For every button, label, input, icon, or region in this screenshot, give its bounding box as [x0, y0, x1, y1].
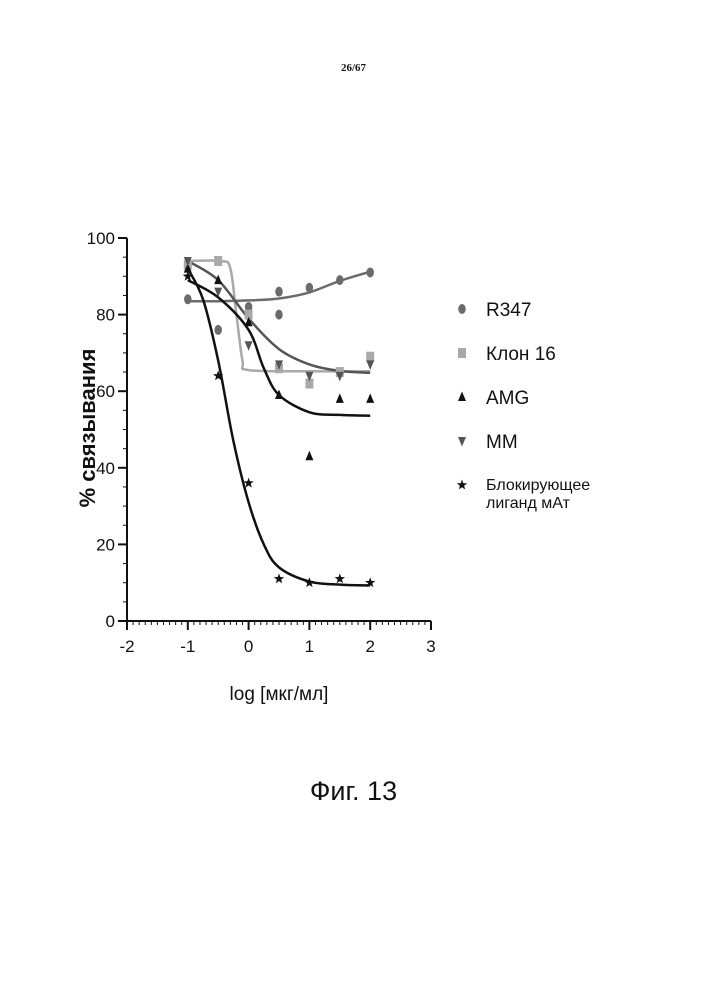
data-point-triangle-up [305, 451, 313, 461]
data-point-triangle-up [366, 393, 374, 403]
legend-label: AMG [486, 388, 529, 409]
x-tick-label: 1 [305, 637, 314, 656]
legend-marker-star [457, 480, 467, 490]
legend-marker-triangle-down [458, 437, 466, 447]
fit-curves [188, 260, 370, 585]
legend-label: Клон 16 [486, 344, 556, 365]
data-point-circle [214, 325, 222, 335]
x-tick-label: 2 [365, 637, 374, 656]
data-point-circle [275, 287, 283, 297]
legend: R347 Клон 16 AMG MM Блокирующеелиганд мАт [457, 300, 590, 512]
x-tick-label: -2 [119, 637, 134, 656]
x-axis-label: log [мкг/мл] [230, 684, 329, 705]
binding-chart: -2-10123020406080100 % связывания log [м… [0, 0, 707, 760]
legend-label: R347 [486, 300, 531, 321]
legend-label: лиганд мАт [486, 495, 571, 512]
legend-marker-square [458, 348, 466, 358]
legend-marker-triangle-up [458, 392, 466, 402]
data-point-star [274, 573, 284, 583]
legend-label: MM [486, 432, 518, 453]
data-point-square [214, 256, 222, 266]
data-point-circle [366, 267, 374, 277]
data-point-circle [336, 275, 344, 285]
x-tick-label: -1 [180, 637, 195, 656]
data-point-circle [275, 310, 283, 320]
data-markers [183, 256, 376, 587]
x-tick-label: 3 [426, 637, 435, 656]
data-point-triangle-up [336, 393, 344, 403]
legend-label: Блокирующее [486, 477, 590, 494]
data-point-circle [306, 283, 314, 293]
data-point-triangle-down [245, 341, 253, 351]
data-point-star [304, 577, 314, 587]
y-tick-label: 100 [87, 229, 115, 248]
data-point-triangle-down [366, 360, 374, 370]
chart-axes: -2-10123020406080100 [87, 229, 436, 656]
data-point-square [366, 352, 374, 362]
data-point-triangle-up [214, 275, 222, 285]
figure-caption: Фиг. 13 [0, 776, 707, 807]
y-tick-label: 20 [96, 535, 115, 554]
data-point-circle [184, 294, 192, 304]
y-tick-label: 80 [96, 306, 115, 325]
x-tick-label: 0 [244, 637, 253, 656]
y-tick-label: 0 [106, 612, 115, 631]
y-axis-label: % связывания [75, 349, 100, 508]
data-point-star [335, 573, 345, 583]
legend-marker-circle [458, 304, 466, 314]
